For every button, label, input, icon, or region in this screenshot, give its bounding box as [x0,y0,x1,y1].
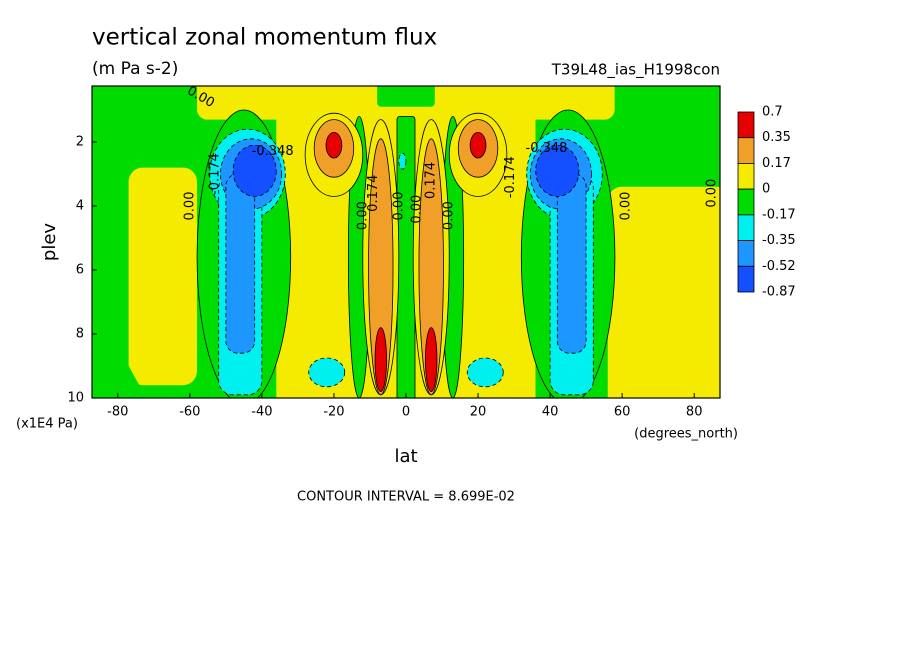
y-tick-label: 4 [76,199,84,214]
contour-region [556,173,587,354]
colorbar-label: -0.17 [762,207,796,222]
contour-label: -0.174 [208,153,223,195]
x-axis-label: lat [394,446,417,467]
x-tick-label: 0 [402,405,410,420]
x-unit-label: (degrees_north) [634,427,738,442]
colorbar-swatch [737,163,755,190]
contour-region [398,152,407,170]
x-tick-label: 80 [686,405,703,420]
x-tick-label: -80 [107,405,128,420]
contour-region [232,144,277,197]
x-tick-label: 20 [470,405,487,420]
chart-title: vertical zonal momentum flux [92,25,437,51]
contour-label: 0.174 [424,162,439,199]
contour-label: 0.174 [366,175,381,212]
x-tick-label: 60 [614,405,631,420]
contour-label: 0.00 [355,201,370,230]
run-label: T39L48_ias_H1998con [551,61,720,80]
contour-region [466,357,504,388]
contour-label: 0.00 [705,179,720,208]
colorbar-swatch [737,188,755,216]
x-tick-label: -20 [323,405,344,420]
contour-region [607,186,720,398]
colorbar-label: 0 [762,182,770,197]
contour-interval: CONTOUR INTERVAL = 8.699E-02 [297,490,515,505]
y-tick-label: 6 [76,263,84,278]
colorbar-label: 0.35 [762,130,791,145]
contour-label: 0.00 [409,195,424,224]
y-tick-label: 8 [76,327,84,342]
contour-label: 0.00 [182,192,197,221]
contour-region [128,167,198,386]
contour-region [377,86,435,107]
colorbar-swatch [737,240,755,267]
y-tick-label: 2 [76,135,84,150]
y-unit-label: (x1E4 Pa) [16,417,78,432]
contour-label: 0.00 [442,201,457,230]
colorbar-label: 0.7 [762,105,783,120]
contour-label: 0.00 [391,192,406,221]
contour-region [418,138,444,396]
colorbar-label: -0.35 [762,233,796,248]
contour-region [325,131,343,159]
x-tick-label: -60 [179,405,200,420]
contour-region [368,138,394,396]
colorbar-swatch [737,214,755,241]
contour-label: -0.348 [526,141,568,156]
contour-region [92,295,147,398]
contour-region [469,131,487,159]
contour-label: -0.348 [252,144,294,159]
y-tick-label: 10 [67,391,84,406]
colorbar-label: -0.52 [762,259,796,274]
contour-region [225,173,256,354]
x-tick-label: 40 [542,405,559,420]
contour-region [535,144,580,197]
contour-region [308,357,346,388]
contour-label: 0.00 [618,192,633,221]
x-tick-label: -40 [251,405,272,420]
colorbar-label: -0.87 [762,285,796,300]
colorbar-swatch [737,137,755,164]
contour-region [374,327,387,393]
colorbar-swatch [737,265,755,293]
colorbar-label: 0.17 [762,156,791,171]
contour-label: -0.174 [503,156,518,198]
colorbar-swatch [737,111,755,139]
contour-region [425,327,438,393]
chart-subtitle: (m Pa s-2) [92,59,178,79]
y-axis-label: plev [39,223,60,262]
